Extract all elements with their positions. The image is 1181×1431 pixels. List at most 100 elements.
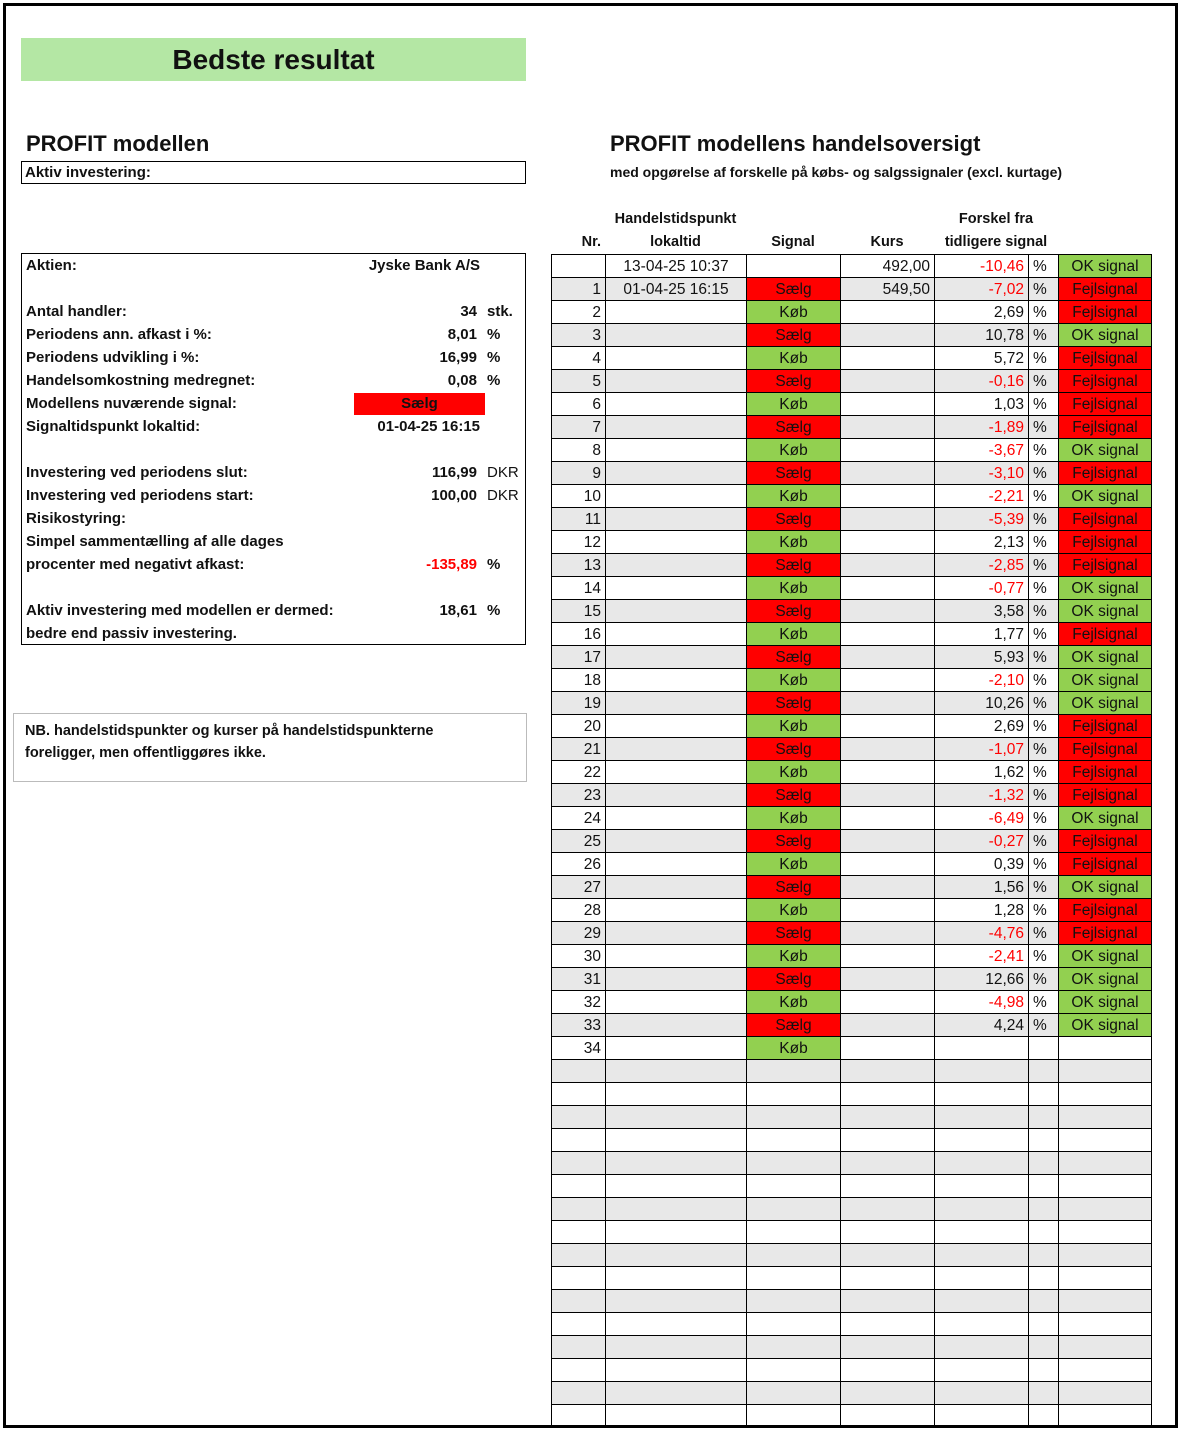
header-kurs: Kurs <box>870 234 904 250</box>
row-nr <box>551 1289 606 1313</box>
row-time <box>605 806 747 830</box>
row-diff <box>934 1059 1029 1083</box>
row-time <box>605 829 747 853</box>
row-diff: -0,27 <box>934 829 1029 853</box>
row-nr: 11 <box>551 507 606 531</box>
row-diff: -4,98 <box>934 990 1029 1014</box>
row-nr <box>551 1151 606 1175</box>
row-kurs <box>840 1082 935 1106</box>
row-signal: Sælg <box>746 875 841 899</box>
table-row <box>551 1266 1152 1290</box>
row-signal <box>746 1105 841 1129</box>
row-kurs <box>840 967 935 991</box>
row-diff: -6,49 <box>934 806 1029 830</box>
row-time <box>605 1243 747 1267</box>
row-time <box>605 944 747 968</box>
row-diff <box>934 1243 1029 1267</box>
row-signal: Sælg <box>746 369 841 393</box>
row-kurs <box>840 990 935 1014</box>
row-signal: Sælg <box>746 645 841 669</box>
row-time <box>605 898 747 922</box>
row-kurs <box>840 806 935 830</box>
header-time-line2: lokaltid <box>650 234 701 250</box>
row-result: OK signal <box>1058 484 1152 508</box>
risk-line2: procenter med negativt afkast: <box>26 556 245 573</box>
risk-unit: % <box>487 556 501 573</box>
stock-label: Aktien: <box>26 257 77 274</box>
row-diff: 1,56 <box>934 875 1029 899</box>
row-nr: 4 <box>551 346 606 370</box>
row-diff: -0,16 <box>934 369 1029 393</box>
row-signal: Køb <box>746 668 841 692</box>
row-nr: 18 <box>551 668 606 692</box>
row-kurs <box>840 1335 935 1359</box>
row-diff: -3,10 <box>934 461 1029 485</box>
row-nr: 32 <box>551 990 606 1014</box>
row-result: Fejlsignal <box>1058 300 1152 324</box>
row-nr: 8 <box>551 438 606 462</box>
row-kurs <box>840 622 935 646</box>
row-nr: 6 <box>551 392 606 416</box>
row-diff <box>934 1220 1029 1244</box>
row-kurs <box>840 783 935 807</box>
row-kurs <box>840 1404 935 1428</box>
row-pct: % <box>1028 622 1059 646</box>
row-nr: 29 <box>551 921 606 945</box>
row-time <box>605 1197 747 1221</box>
row-pct <box>1028 1266 1059 1290</box>
row-result: OK signal <box>1058 254 1152 278</box>
row-kurs: 549,50 <box>840 277 935 301</box>
row-signal: Sælg <box>746 829 841 853</box>
table-row: 6 Køb 1,03% Fejlsignal <box>551 392 1152 416</box>
row-pct: % <box>1028 254 1059 278</box>
ann-return-value: 8,01 <box>447 326 477 343</box>
current-signal-badge: Sælg <box>354 393 485 415</box>
row-time <box>605 300 747 324</box>
row-result: Fejlsignal <box>1058 553 1152 577</box>
row-pct <box>1028 1174 1059 1198</box>
stock-value: Jyske Bank A/S <box>368 257 480 274</box>
trades-unit: stk. <box>487 303 513 320</box>
table-row: 28 Køb 1,28% Fejlsignal <box>551 898 1152 922</box>
row-time <box>605 553 747 577</box>
row-time <box>605 760 747 784</box>
row-diff: -1,89 <box>934 415 1029 439</box>
trade-cost-unit: % <box>487 372 501 389</box>
row-pct: % <box>1028 461 1059 485</box>
row-kurs <box>840 553 935 577</box>
table-row: 2 Køb 2,69% Fejlsignal <box>551 300 1152 324</box>
table-row: 24 Køb -6,49% OK signal <box>551 806 1152 830</box>
active-result-line2: bedre end passiv investering. <box>26 625 237 642</box>
row-signal <box>746 1243 841 1267</box>
row-kurs <box>840 1381 935 1405</box>
row-kurs <box>840 1358 935 1382</box>
row-result <box>1058 1289 1152 1313</box>
row-time <box>605 1220 747 1244</box>
row-result: OK signal <box>1058 323 1152 347</box>
row-nr: 33 <box>551 1013 606 1037</box>
row-kurs <box>840 461 935 485</box>
table-row <box>551 1289 1152 1313</box>
row-result: OK signal <box>1058 438 1152 462</box>
header-diff-line2: tidligere signal <box>944 234 1048 250</box>
trade-cost-value: 0,08 <box>447 372 477 389</box>
row-time <box>605 1404 747 1428</box>
row-pct <box>1028 1358 1059 1382</box>
row-signal <box>746 1151 841 1175</box>
row-nr: 23 <box>551 783 606 807</box>
header-nr: Nr. <box>581 234 601 250</box>
row-diff <box>934 1197 1029 1221</box>
row-result: OK signal <box>1058 990 1152 1014</box>
right-subheading: med opgørelse af forskelle på købs- og s… <box>610 164 1063 180</box>
row-kurs <box>840 599 935 623</box>
row-pct: % <box>1028 346 1059 370</box>
end-investment-unit: DKR <box>487 464 519 481</box>
signal-time-value: 01-04-25 16:15 <box>377 418 480 435</box>
table-row: 13-04-25 10:37 492,00 -10,46% OK signal <box>551 254 1152 278</box>
risk-line1: Simpel sammentælling af alle dages <box>26 533 284 550</box>
risk-value: -135,89 <box>426 556 477 573</box>
period-dev-unit: % <box>487 349 501 366</box>
row-diff: 0,39 <box>934 852 1029 876</box>
row-nr <box>551 1381 606 1405</box>
row-result: Fejlsignal <box>1058 921 1152 945</box>
